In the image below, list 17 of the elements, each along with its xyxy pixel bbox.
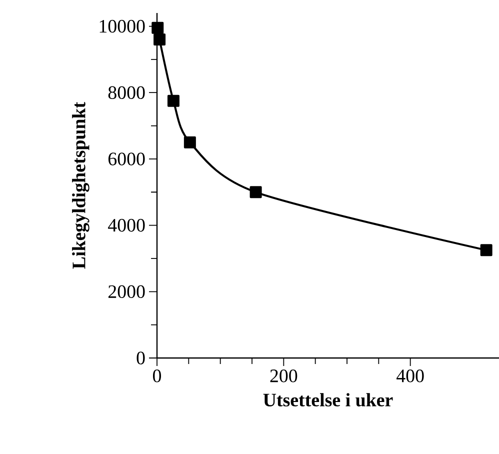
x-tick-label: 200	[270, 370, 298, 382]
point	[167, 94, 180, 107]
point	[184, 136, 196, 148]
y-tick-label: 6000	[108, 152, 145, 166]
x-tick-label: 0	[152, 370, 162, 382]
point	[480, 244, 492, 256]
y-tick-label: 2000	[108, 285, 145, 298]
x-axis-title: Utsettelse i uker	[263, 393, 393, 406]
point	[152, 22, 164, 34]
point	[154, 34, 166, 46]
y-tick-label: 4000	[108, 218, 145, 232]
point	[250, 186, 262, 198]
y-tick-label: 10000	[100, 20, 145, 33]
y-axis-title: Likegyldighetspunkt	[72, 102, 90, 269]
y-tick-label: 8000	[108, 86, 145, 99]
x-tick-label: 400	[396, 370, 424, 382]
y-tick-label: 0	[136, 352, 145, 364]
